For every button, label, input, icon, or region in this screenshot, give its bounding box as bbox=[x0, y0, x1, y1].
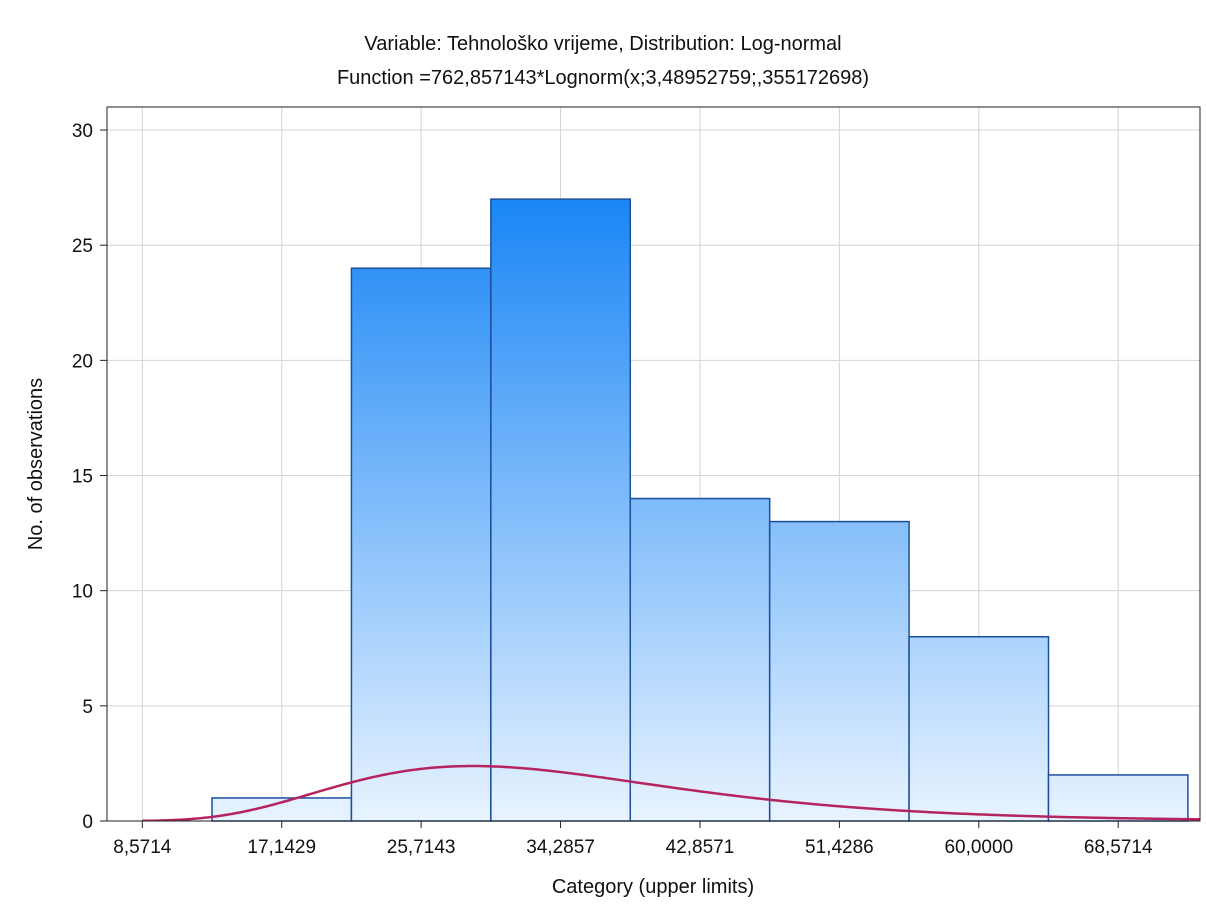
y-tick-label: 20 bbox=[72, 351, 93, 372]
x-axis-ticks: 8,5714 17,1429 25,7143 34,2857 42,8571 51,428… bbox=[113, 821, 1153, 858]
x-tick-label: 60,0000 bbox=[944, 837, 1013, 858]
histogram-bar bbox=[629, 497, 771, 822]
histogram-bar bbox=[768, 520, 910, 822]
y-tick-label: 30 bbox=[72, 121, 93, 142]
x-tick-label: 17,1429 bbox=[247, 837, 316, 858]
x-tick-label: 42,8571 bbox=[666, 837, 735, 858]
plot-frame bbox=[106, 106, 1201, 822]
x-tick-label: 51,4286 bbox=[805, 837, 874, 858]
histogram-bars bbox=[211, 198, 1189, 822]
x-axis-title: Category (upper limits) bbox=[552, 876, 754, 898]
lognormal-fit-curve bbox=[142, 764, 1200, 821]
histogram-bar bbox=[490, 198, 632, 822]
chart-subtitle: Function =762,857143*Lognorm(x;3,4895275… bbox=[337, 67, 869, 89]
histogram-bar bbox=[1047, 774, 1189, 822]
histogram-bar bbox=[908, 635, 1050, 822]
x-tick-label: 25,7143 bbox=[387, 837, 456, 858]
y-tick-label: 10 bbox=[72, 582, 93, 603]
y-axis-title: No. of observations bbox=[25, 378, 47, 550]
histogram-bar bbox=[350, 267, 492, 822]
x-tick-label: 68,5714 bbox=[1084, 837, 1153, 858]
y-tick-label: 25 bbox=[72, 236, 93, 257]
y-axis-ticks: 0 5 10 15 20 25 30 bbox=[72, 121, 107, 833]
y-tick-label: 0 bbox=[82, 812, 93, 833]
y-tick-label: 5 bbox=[82, 697, 93, 718]
fit-curve-layer bbox=[142, 764, 1200, 821]
x-tick-label: 34,2857 bbox=[526, 837, 595, 858]
y-tick-label: 15 bbox=[72, 467, 93, 488]
x-tick-label: 8,5714 bbox=[113, 837, 172, 858]
grid-lines bbox=[107, 107, 1200, 821]
chart-title: Variable: Tehnološko vrijeme, Distributi… bbox=[364, 33, 841, 55]
